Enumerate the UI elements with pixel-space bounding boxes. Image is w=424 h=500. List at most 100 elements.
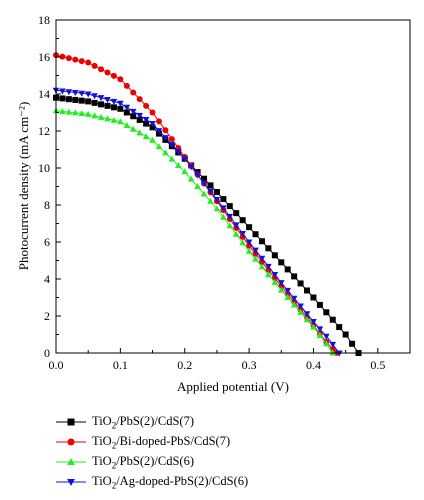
- data-point: [271, 252, 278, 259]
- data-point: [168, 142, 176, 149]
- data-point: [65, 108, 73, 115]
- data-point: [65, 96, 72, 103]
- data-point: [110, 116, 118, 123]
- data-point: [194, 172, 201, 179]
- data-point: [123, 82, 130, 89]
- data-point: [277, 280, 285, 287]
- data-point: [310, 323, 317, 330]
- data-point: [168, 136, 175, 143]
- data-point: [252, 255, 259, 262]
- y-tick-label: 6: [44, 235, 50, 249]
- data-point: [65, 89, 73, 96]
- data-point: [98, 101, 105, 108]
- data-point: [67, 418, 75, 426]
- data-point: [136, 129, 143, 136]
- legend-entry: TiO2/PbS(2)/CdS(7): [56, 412, 248, 432]
- data-point: [143, 102, 150, 109]
- data-point: [246, 224, 253, 231]
- data-point: [207, 197, 214, 204]
- data-point: [187, 175, 195, 182]
- data-point: [181, 156, 189, 163]
- data-point: [117, 105, 124, 112]
- data-point: [194, 183, 201, 190]
- data-point: [258, 238, 265, 245]
- series-line: [55, 54, 337, 354]
- data-point: [290, 295, 298, 302]
- data-point: [181, 168, 189, 175]
- legend-entry: TiO2/Ag-doped-PbS(2)/CdS(6): [56, 472, 248, 492]
- data-point: [174, 149, 182, 156]
- photocurrent-chart: 0.0 0.1 0.2 0.3 0.4 0.5 0 2 4 6 8 10 12 14 16 18 Applie…: [16, 13, 411, 394]
- x-tick-label: 0.2: [177, 358, 192, 372]
- data-point: [252, 231, 259, 238]
- data-point: [265, 263, 272, 270]
- data-point: [117, 76, 124, 83]
- y-tick-label: 12: [38, 124, 50, 138]
- data-point: [129, 108, 137, 115]
- data-point: [155, 128, 163, 135]
- y-tick-label: 8: [44, 198, 50, 212]
- data-point: [284, 266, 291, 273]
- data-point: [271, 278, 279, 285]
- data-point: [110, 72, 117, 79]
- data-point: [162, 135, 169, 142]
- data-point: [277, 286, 285, 293]
- legend-marker: [56, 418, 86, 426]
- data-point: [252, 247, 259, 254]
- y-tick-label: 14: [38, 87, 50, 101]
- data-point: [265, 245, 272, 252]
- data-point: [220, 213, 227, 220]
- y-tick-label: 4: [44, 272, 50, 286]
- series-1: [53, 94, 362, 356]
- data-point: [104, 115, 111, 122]
- y-tick-label: 0: [44, 346, 50, 360]
- data-point: [310, 319, 317, 325]
- data-point: [142, 133, 150, 140]
- data-point: [239, 217, 246, 224]
- data-point: [72, 109, 79, 116]
- data-point: [65, 55, 72, 62]
- data-point: [143, 120, 150, 127]
- data-point: [220, 205, 227, 212]
- data-point: [149, 121, 156, 128]
- x-tick-label: 0.1: [113, 358, 128, 372]
- legend-marker: [56, 457, 86, 465]
- data-point: [110, 104, 117, 111]
- data-point: [123, 122, 131, 128]
- series-2: [53, 52, 339, 356]
- data-point: [59, 107, 66, 114]
- data-point: [278, 259, 285, 266]
- data-point: [59, 88, 66, 95]
- series-3: [52, 107, 337, 356]
- data-point: [168, 155, 176, 162]
- data-point: [78, 90, 86, 97]
- data-point: [85, 98, 92, 105]
- data-point: [104, 69, 111, 76]
- series-line: [55, 110, 334, 354]
- data-point: [284, 287, 292, 294]
- x-tick-label: 0.0: [49, 358, 64, 372]
- data-point: [297, 280, 304, 287]
- legend-entry: TiO2/PbS(2)/CdS(6): [56, 452, 248, 472]
- data-point: [59, 95, 66, 102]
- y-tick-label: 10: [38, 161, 50, 175]
- data-point: [142, 116, 150, 123]
- data-point: [303, 316, 311, 323]
- data-point: [200, 180, 208, 187]
- data-point: [91, 112, 98, 119]
- data-point: [245, 247, 253, 254]
- data-point: [72, 89, 79, 96]
- data-point: [67, 479, 75, 487]
- data-point: [207, 182, 214, 189]
- data-point: [316, 301, 323, 308]
- data-point: [271, 272, 279, 279]
- y-axis-title: Photocurrent density (mA cm⁻²): [16, 102, 31, 271]
- data-point: [104, 102, 111, 109]
- data-point: [323, 309, 330, 316]
- legend-label: TiO2/Ag-doped-PbS(2)/CdS(6): [92, 473, 249, 491]
- data-point: [200, 190, 208, 197]
- data-point: [59, 53, 66, 60]
- data-point: [85, 59, 92, 66]
- data-point: [297, 303, 304, 310]
- data-point: [129, 125, 137, 132]
